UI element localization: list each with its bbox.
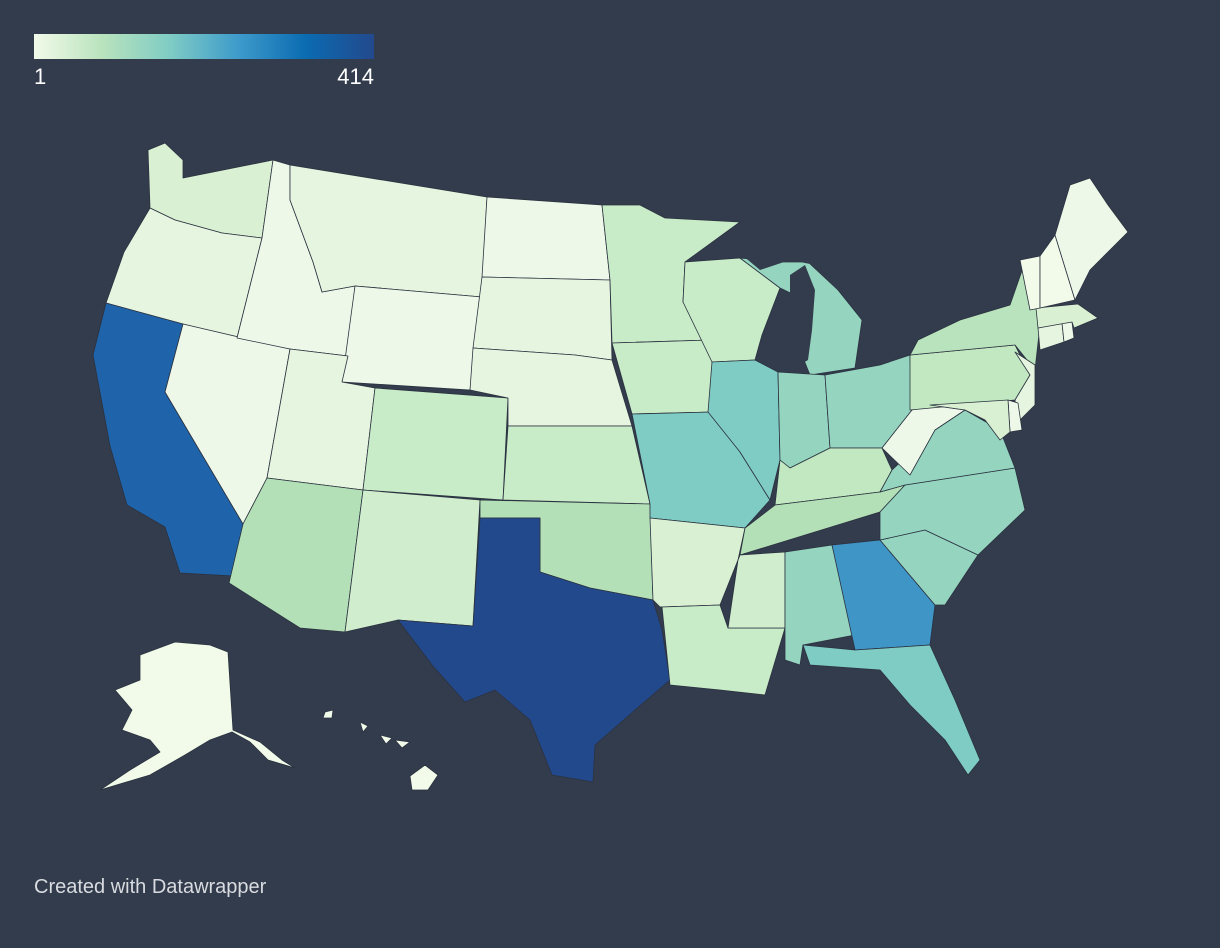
state-ri[interactable] — [1061, 321, 1075, 343]
state-ga[interactable] — [831, 539, 936, 651]
lakes-layer — [742, 238, 840, 368]
state-pa[interactable] — [909, 344, 1031, 411]
legend-max-label: 414 — [337, 64, 374, 89]
state-ms[interactable] — [727, 551, 786, 629]
state-ar[interactable] — [649, 517, 746, 608]
state-nm[interactable] — [344, 489, 481, 633]
state-fl[interactable] — [802, 644, 981, 776]
credit-text: Created with Datawrapper — [34, 876, 267, 898]
state-ak[interactable] — [99, 641, 296, 791]
state-ks[interactable] — [502, 425, 651, 505]
legend-labels: 1 414 — [34, 64, 374, 90]
state-il[interactable] — [707, 359, 781, 501]
state-hi[interactable] — [322, 709, 439, 791]
legend-min-label: 1 — [34, 64, 47, 89]
state-me[interactable] — [1054, 177, 1129, 301]
color-legend: 1 414 — [34, 34, 374, 90]
state-la[interactable] — [661, 604, 786, 696]
state-md[interactable] — [929, 399, 1011, 441]
state-co[interactable] — [362, 387, 509, 501]
states-layer — [92, 142, 1129, 791]
state-sd[interactable] — [472, 276, 613, 361]
legend-gradient-bar — [34, 34, 374, 59]
lake-michigan-shape — [780, 265, 815, 368]
state-tx[interactable] — [397, 517, 671, 783]
state-nd[interactable] — [481, 196, 611, 281]
state-mt[interactable] — [289, 164, 488, 298]
state-ma[interactable] — [1035, 303, 1099, 329]
lake-superior-shape — [742, 238, 840, 270]
state-wy[interactable] — [341, 285, 483, 391]
